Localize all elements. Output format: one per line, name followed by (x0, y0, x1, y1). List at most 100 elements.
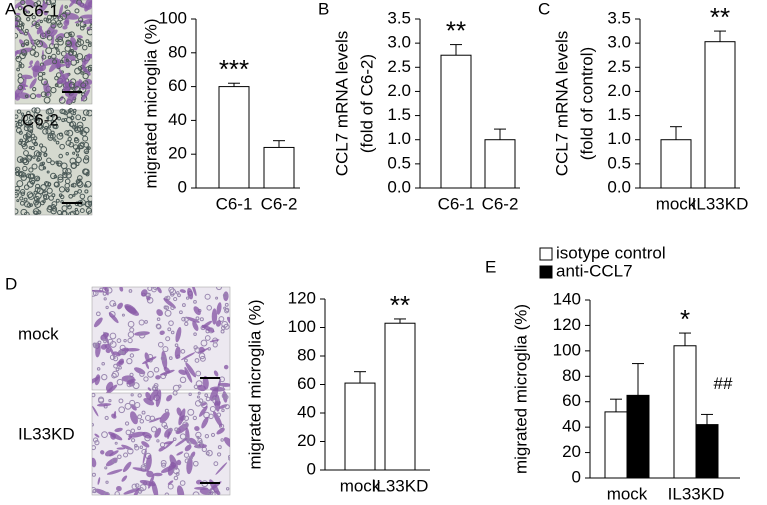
pore (118, 406, 126, 414)
pore (151, 386, 157, 392)
cell (80, 89, 91, 102)
pore (43, 153, 48, 158)
cell (94, 433, 100, 438)
bar (626, 394, 650, 479)
pore (179, 310, 183, 315)
pore (45, 47, 53, 55)
cells (15, 0, 92, 105)
pore (35, 199, 40, 204)
y-tick-label: 20 (168, 144, 187, 163)
pore (42, 166, 47, 170)
cell (21, 74, 33, 80)
pore (118, 398, 124, 404)
pore (46, 170, 50, 174)
pore (102, 291, 107, 296)
x-tick-label: mock (607, 484, 648, 503)
pore (127, 331, 135, 338)
pore (174, 427, 179, 432)
pore (20, 0, 26, 6)
cell (178, 369, 187, 375)
cell (192, 321, 199, 331)
pore (31, 138, 37, 144)
cell (142, 356, 157, 365)
y-tick-label: 0.5 (387, 153, 411, 172)
pore (225, 487, 230, 491)
pore (20, 49, 27, 56)
pore (33, 150, 41, 157)
pore (22, 165, 28, 172)
pore (113, 363, 118, 369)
cell (163, 440, 175, 450)
pore (68, 141, 74, 148)
pore (18, 140, 23, 146)
pore (222, 292, 228, 298)
pore (19, 138, 24, 143)
pore (174, 343, 179, 348)
cell (94, 488, 110, 495)
image-label: C6-1 (22, 1, 59, 20)
pore (71, 50, 78, 56)
pore (168, 287, 175, 293)
pore (54, 83, 59, 88)
bar (344, 382, 376, 471)
pore (200, 339, 208, 347)
pore (195, 370, 202, 377)
pore (209, 405, 216, 413)
pore (29, 203, 33, 207)
cells (92, 387, 230, 495)
cell (147, 387, 152, 391)
cell (100, 450, 105, 455)
cell (100, 332, 110, 340)
cell (105, 347, 111, 354)
pore (138, 489, 142, 494)
pore (72, 124, 77, 130)
pore (75, 179, 81, 184)
pore (74, 147, 81, 153)
pore (92, 472, 96, 477)
pore (160, 459, 167, 466)
significance: ** (446, 15, 466, 45)
pore (15, 32, 19, 39)
pore (56, 48, 60, 52)
pore (116, 378, 124, 386)
pore (72, 151, 76, 155)
pore (86, 146, 91, 151)
bar (384, 322, 416, 471)
cell (161, 465, 176, 473)
cell (191, 287, 197, 297)
pore (80, 82, 87, 89)
pore (23, 125, 30, 132)
pore (204, 434, 210, 439)
pore (162, 346, 169, 353)
cell (104, 343, 111, 349)
cell (108, 312, 119, 324)
pore (121, 313, 125, 317)
pore (84, 180, 92, 188)
pore (130, 428, 136, 434)
pore (215, 287, 223, 291)
pore (65, 40, 73, 48)
y-axis-label: migrated microglia (%) (141, 18, 160, 188)
bar (440, 54, 472, 189)
pore (92, 488, 97, 494)
pore (42, 189, 46, 194)
cell (223, 437, 230, 449)
pore (46, 157, 52, 164)
pore (157, 341, 164, 348)
pore (204, 335, 211, 341)
pore (58, 186, 66, 193)
pore (92, 437, 99, 443)
pore (21, 157, 28, 164)
pore (117, 454, 122, 460)
pore (28, 177, 36, 184)
pore (114, 491, 120, 495)
pore (208, 490, 214, 495)
y-tick-label: 80 (168, 42, 187, 61)
cell (223, 364, 229, 370)
legend-label: anti-CCL7 (556, 261, 633, 280)
y-tick-label: 80 (297, 345, 316, 364)
pore (68, 121, 74, 127)
cell (197, 347, 209, 354)
pore (173, 296, 178, 302)
pore (23, 10, 28, 14)
